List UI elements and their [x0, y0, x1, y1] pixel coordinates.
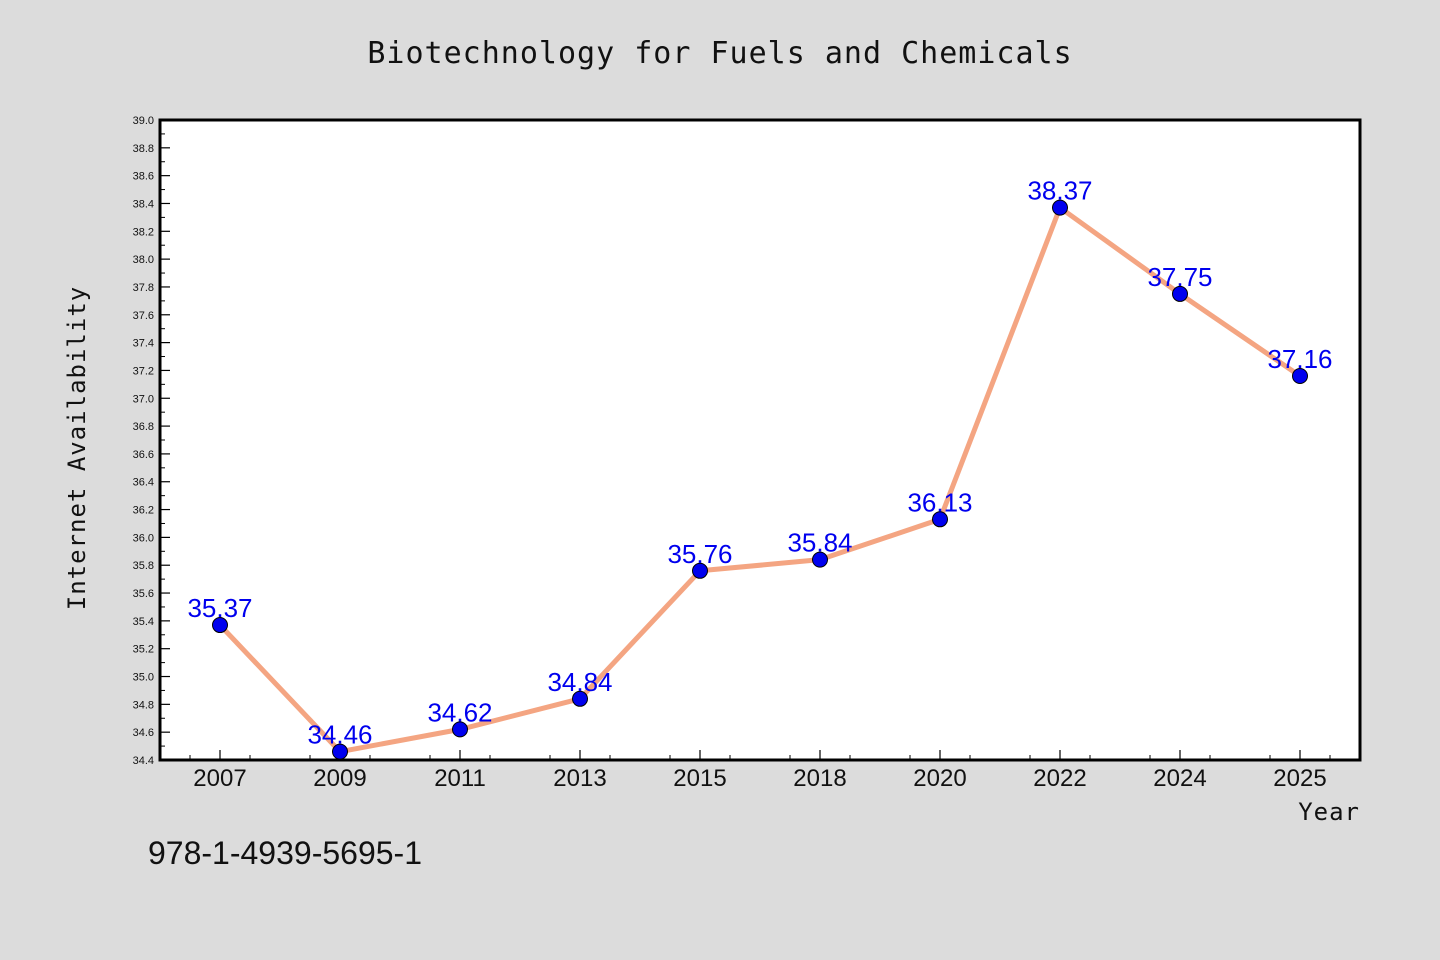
y-tick-label: 34.6 — [133, 727, 154, 739]
y-tick-label: 37.0 — [133, 393, 154, 405]
y-tick-label: 35.8 — [133, 560, 154, 572]
data-point — [332, 743, 348, 760]
y-tick-label: 34.4 — [133, 755, 154, 767]
y-tick-label: 37.4 — [133, 338, 154, 350]
data-label: 36.13 — [907, 487, 972, 517]
y-tick-label: 35.6 — [133, 588, 154, 600]
y-tick-label: 37.6 — [133, 310, 154, 322]
x-tick-label: 2013 — [553, 765, 606, 792]
data-point — [452, 721, 468, 738]
y-tick-label: 35.0 — [133, 672, 154, 684]
y-tick-label: 39.0 — [133, 115, 154, 127]
data-label: 34.84 — [547, 667, 612, 697]
data-points — [212, 199, 1308, 760]
y-tick-label: 35.2 — [133, 644, 154, 656]
data-labels: 35.37 34.46 34.62 34.84 35.76 35.84 36.13 38.37… — [187, 176, 1332, 750]
data-point — [212, 617, 228, 634]
y-tick-label: 36.8 — [133, 421, 154, 433]
data-label: 35.84 — [787, 528, 852, 558]
data-point — [1052, 199, 1068, 216]
x-tick-label: 2015 — [673, 765, 726, 792]
x-tick-label: 2011 — [434, 765, 486, 792]
data-label: 34.62 — [427, 697, 492, 727]
series-line — [218, 205, 1302, 755]
y-axis-label: Internet Availability — [63, 286, 91, 610]
x-tick-label: 2025 — [1273, 765, 1326, 792]
x-tick-label: 2024 — [1153, 765, 1206, 792]
y-tick-label: 38.0 — [133, 254, 154, 266]
y-tick-label: 35.4 — [133, 616, 154, 628]
data-point — [572, 690, 588, 707]
data-point — [932, 511, 948, 528]
data-label: 37.75 — [1147, 262, 1212, 292]
data-label: 35.37 — [187, 593, 252, 623]
data-label: 34.46 — [307, 720, 372, 750]
data-label: 37.16 — [1267, 344, 1332, 374]
x-tick-label: 2018 — [793, 765, 846, 792]
y-tick-label: 38.6 — [133, 171, 154, 183]
y-tick-label: 36.4 — [133, 477, 154, 489]
y-axis: 34.4 34.6 34.8 35.0 35.2 35.4 35.6 35.8 36.0 36.2… — [133, 115, 170, 767]
y-tick-label: 34.8 — [133, 699, 154, 711]
x-tick-label: 2020 — [913, 765, 966, 792]
data-point — [1292, 368, 1308, 384]
data-point — [1172, 285, 1188, 302]
plot-area — [158, 118, 1362, 762]
data-point — [692, 562, 708, 579]
chart-title: Biotechnology for Fuels and Chemicals — [367, 36, 1072, 71]
x-axis-label: Year — [1298, 798, 1360, 826]
y-tick-label: 38.2 — [133, 226, 154, 238]
y-tick-label: 36.0 — [133, 532, 154, 544]
isbn-text: 978-1-4939-5695-1 — [148, 835, 422, 871]
x-tick-label: 2022 — [1033, 765, 1086, 792]
y-tick-label: 36.2 — [133, 505, 154, 517]
y-tick-label: 38.8 — [133, 143, 154, 155]
data-label: 35.76 — [667, 539, 732, 569]
x-tick-label: 2007 — [193, 765, 246, 792]
data-label: 38.37 — [1027, 176, 1092, 206]
y-tick-label: 37.8 — [133, 282, 154, 294]
x-axis: 2007 2009 2011 2013 2015 2018 2020 2022 2024 2025 — [189, 750, 1331, 792]
y-tick-label: 38.4 — [133, 198, 154, 210]
data-point — [812, 551, 828, 568]
x-tick-label: 2009 — [313, 765, 366, 792]
y-tick-label: 37.2 — [133, 365, 154, 377]
y-tick-label: 36.6 — [133, 449, 154, 461]
